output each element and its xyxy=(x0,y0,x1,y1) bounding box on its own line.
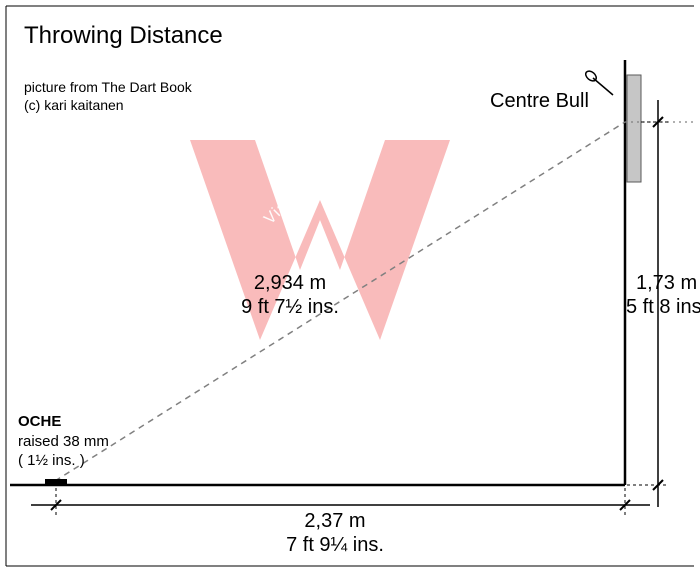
height-dim-ft: 5 ft 8 ins. xyxy=(626,296,700,319)
height-dim-m: 1,73 m xyxy=(636,272,697,295)
oche-line-2: raised 38 mm xyxy=(18,432,109,452)
oche-block: OCHE raised 38 mm ( 1½ ins. ) xyxy=(18,412,109,471)
credit-line-1: picture from The Dart Book xyxy=(24,78,192,96)
centre-bull-label: Centre Bull xyxy=(490,90,589,113)
credit-line-2: (c) kari kaitanen xyxy=(24,96,192,114)
diag-dim-ft: 9 ft 7½ ins. xyxy=(241,296,339,319)
page-title: Throwing Distance xyxy=(24,22,223,50)
diag-dim-m: 2,934 m xyxy=(254,272,326,295)
floor-dim-m: 2,37 m xyxy=(304,510,365,533)
oche-line-3: ( 1½ ins. ) xyxy=(18,451,109,471)
credit-text: picture from The Dart Book (c) kari kait… xyxy=(24,78,192,114)
diagram-stage: { "title": "Throwing Distance", "credit_… xyxy=(0,0,700,572)
floor-dim-ft: 7 ft 9¼ ins. xyxy=(286,534,384,557)
oche-title: OCHE xyxy=(18,412,109,432)
